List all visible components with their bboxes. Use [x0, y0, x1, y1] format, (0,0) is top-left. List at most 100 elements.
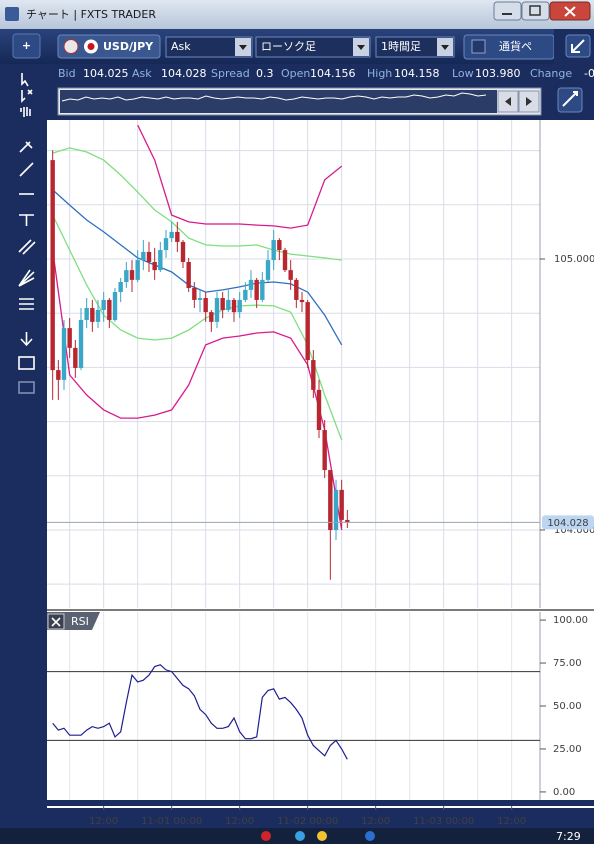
- y-tick-label: 25.00: [553, 744, 582, 755]
- time-axis: 12:00 11-01 00:00 12:00 11-02 00:00 12:00 11-…: [89, 806, 526, 827]
- tool-crosshair[interactable]: [21, 89, 33, 103]
- candle-body: [129, 270, 135, 280]
- candle-body: [175, 231, 180, 242]
- tool-channel[interactable]: [18, 239, 36, 255]
- last-price-label: 104.028: [547, 518, 588, 529]
- tool-tline[interactable]: [19, 214, 34, 226]
- candle-body: [333, 489, 339, 530]
- candle-body: [78, 319, 84, 368]
- symbol: USD/JPY: [103, 40, 154, 53]
- candle-body: [260, 279, 265, 300]
- candle-body: [214, 298, 220, 322]
- candle-body: [311, 360, 316, 390]
- maximize-button[interactable]: [521, 1, 550, 21]
- candle-body: [90, 308, 95, 322]
- tool-down[interactable]: [20, 332, 33, 347]
- candle-body: [107, 299, 112, 320]
- flag-jp-dot: [87, 43, 95, 50]
- close-icon: [564, 6, 576, 17]
- candle-body: [197, 298, 203, 300]
- quote-value: 104.028: [161, 67, 207, 80]
- tool-fan[interactable]: [18, 269, 35, 287]
- x-tick-label: 11-02 00:00: [277, 816, 338, 827]
- time-axis-bar: [47, 800, 594, 806]
- pair-checkbox[interactable]: [471, 39, 486, 54]
- candle-body: [118, 282, 123, 293]
- scroll-right-icon: [526, 97, 532, 106]
- dropdown-arrow: [441, 45, 449, 50]
- candle-body: [237, 299, 242, 313]
- candle-body: [339, 489, 344, 520]
- candle-body: [322, 429, 327, 471]
- candle-body: [294, 279, 299, 300]
- rsi-pane: 100.00 75.00 50.00 25.00 0.00: [47, 612, 588, 800]
- y-tick-label: 105.000: [554, 254, 594, 265]
- quote-label: High: [367, 67, 392, 80]
- x-tick-label: 12:00: [497, 816, 526, 827]
- chart-type-value: ローソク足: [261, 40, 316, 53]
- tray-icon: [261, 831, 271, 841]
- tool-pen[interactable]: [19, 141, 33, 153]
- candle-body: [84, 308, 89, 320]
- quote-label: Bid: [58, 67, 76, 80]
- tool-levels[interactable]: [19, 298, 34, 310]
- quote-label: Open: [281, 67, 310, 80]
- candle-body: [231, 299, 237, 313]
- tool-pointer[interactable]: [21, 73, 29, 87]
- candle-body: [305, 302, 310, 361]
- tool-trendline[interactable]: [19, 162, 34, 177]
- tool-camera[interactable]: [18, 381, 35, 394]
- quote-label: Low: [452, 67, 474, 80]
- candle-body: [141, 251, 146, 261]
- tool-list[interactable]: [18, 356, 35, 370]
- candle-body: [152, 261, 157, 271]
- candle-body: [101, 299, 106, 310]
- candle-body: [209, 312, 214, 322]
- candle-body: [163, 238, 169, 251]
- candle-body: [73, 347, 78, 368]
- rsi-title: RSI: [71, 615, 89, 628]
- quote-value: 104.025: [83, 67, 129, 80]
- y-tick-label: 0.00: [553, 787, 575, 798]
- candle-body: [316, 389, 322, 430]
- side-select[interactable]: [165, 36, 253, 58]
- x-tick-label: 11-01 00:00: [141, 816, 202, 827]
- pair-label: 通貨ペ: [499, 39, 532, 53]
- band-line: [52, 189, 343, 346]
- maximize-icon: [529, 5, 541, 16]
- rsi-line-group: [52, 664, 348, 760]
- clock: 7:29: [556, 830, 581, 843]
- tray-icon: [317, 831, 327, 841]
- x-tick-label: 11-03 00:00: [413, 816, 474, 827]
- candle-body: [328, 470, 333, 530]
- tool-hand[interactable]: [20, 107, 31, 117]
- candle-body: [203, 298, 208, 313]
- x-tick-label: 12:00: [89, 816, 118, 827]
- window-buttons: [493, 1, 591, 21]
- quote-label: Ask: [132, 67, 152, 80]
- quote-value: 104.156: [310, 67, 356, 80]
- add-label: +: [22, 39, 31, 52]
- interval-select[interactable]: [375, 36, 455, 58]
- dropdown-arrow: [357, 45, 365, 50]
- add-button[interactable]: [12, 33, 41, 59]
- candle-body: [288, 270, 293, 280]
- chart-type-select[interactable]: [255, 36, 371, 58]
- candle-body: [248, 279, 254, 290]
- band-line: [137, 124, 343, 229]
- candle-body: [61, 328, 67, 380]
- symbol-button[interactable]: [57, 34, 161, 59]
- candle-body: [67, 328, 72, 348]
- dropdown-arrow: [239, 45, 247, 50]
- candle-body: [277, 240, 282, 251]
- navigator-sparkline: [61, 92, 487, 102]
- candle-body: [169, 231, 174, 239]
- rsi-line: [52, 664, 348, 760]
- minimize-button[interactable]: [493, 1, 522, 21]
- band-line: [52, 147, 342, 261]
- rsi-close-icon: [51, 617, 61, 627]
- navigator-window: [60, 90, 497, 113]
